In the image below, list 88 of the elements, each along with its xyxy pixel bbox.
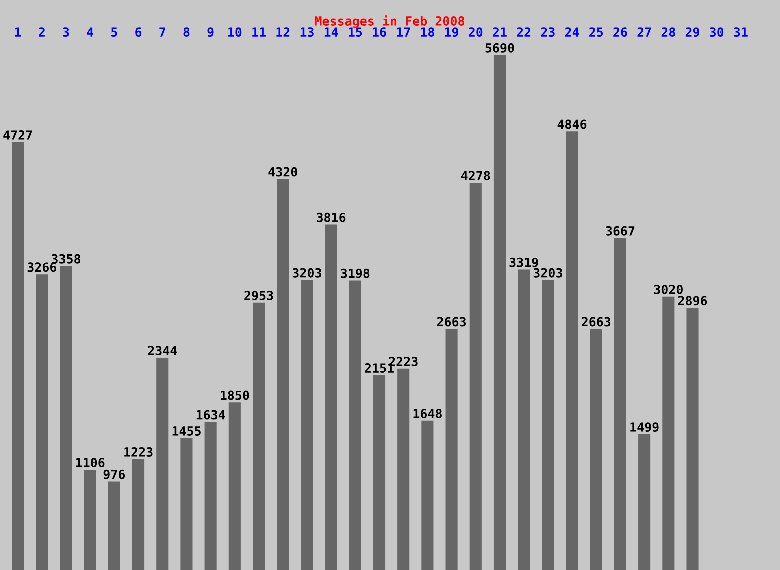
bar xyxy=(373,375,386,570)
x-tick-label: 5 xyxy=(112,28,118,38)
data-label: 1499 xyxy=(630,422,659,432)
data-label: 4320 xyxy=(268,167,298,177)
bar xyxy=(228,402,241,570)
bar xyxy=(60,266,72,570)
data-label: 3358 xyxy=(52,254,81,264)
data-label: 2663 xyxy=(437,317,466,327)
x-tick-label: 11 xyxy=(252,28,266,37)
data-label: 3816 xyxy=(317,212,346,222)
bar xyxy=(108,482,120,570)
bar xyxy=(686,308,699,570)
bar xyxy=(252,302,266,570)
x-tick-label: 28 xyxy=(662,28,676,38)
x-tick-label: 30 xyxy=(710,28,724,38)
bar xyxy=(446,329,458,570)
x-tick-label: 2 xyxy=(39,28,45,37)
bar xyxy=(301,280,314,570)
data-label: 4727 xyxy=(4,130,32,140)
x-tick-label: 12 xyxy=(276,28,290,37)
data-label: 1648 xyxy=(414,409,442,419)
data-label: 1106 xyxy=(76,458,105,468)
x-tick-label: 24 xyxy=(565,28,580,37)
x-tick-label: 13 xyxy=(300,28,314,38)
x-tick-label: 20 xyxy=(469,28,483,38)
data-label: 1223 xyxy=(124,447,153,457)
data-label: 1634 xyxy=(196,410,226,420)
x-tick-label: 17 xyxy=(397,28,410,37)
bar xyxy=(422,420,434,570)
x-tick-label: 26 xyxy=(614,28,628,38)
chart-title: Messages in Feb 2008 xyxy=(315,16,464,28)
data-label: 3203 xyxy=(292,268,322,278)
data-label: 3319 xyxy=(510,258,538,268)
data-label: 976 xyxy=(104,470,126,480)
bar xyxy=(614,238,626,570)
data-label: 4278 xyxy=(461,171,490,181)
data-label: 1850 xyxy=(221,390,250,400)
bar xyxy=(542,280,554,570)
x-tick-label: 22 xyxy=(517,28,531,37)
x-tick-label: 6 xyxy=(136,28,142,38)
x-tick-label: 29 xyxy=(686,28,700,38)
bar xyxy=(566,132,578,570)
data-label: 2344 xyxy=(148,346,178,356)
bar xyxy=(518,270,530,570)
data-label: 4846 xyxy=(558,120,587,130)
x-tick-label: 21 xyxy=(493,28,507,37)
x-tick-label: 18 xyxy=(421,28,434,38)
x-tick-label: 23 xyxy=(541,28,555,38)
bar xyxy=(325,224,338,570)
bar xyxy=(132,459,145,570)
x-tick-label: 25 xyxy=(590,28,604,38)
bar xyxy=(470,183,482,570)
x-tick-label: 31 xyxy=(734,28,748,38)
x-tick-label: 14 xyxy=(324,28,338,37)
x-tick-label: 10 xyxy=(228,28,242,38)
x-tick-label: 9 xyxy=(208,28,214,38)
x-tick-label: 27 xyxy=(638,28,652,37)
bar xyxy=(204,422,217,570)
bar xyxy=(590,329,602,570)
x-tick-label: 7 xyxy=(160,28,166,37)
data-label: 3266 xyxy=(28,262,57,272)
bar xyxy=(180,438,193,570)
x-tick-label: 1 xyxy=(15,28,22,37)
bar xyxy=(156,358,169,570)
data-label: 3667 xyxy=(606,226,635,236)
data-label: 3020 xyxy=(654,284,683,294)
data-label: 2663 xyxy=(582,317,611,327)
bar xyxy=(638,434,651,570)
bar xyxy=(349,280,362,570)
bar xyxy=(12,142,24,570)
data-label: 1455 xyxy=(172,426,201,436)
bar xyxy=(84,470,96,570)
data-label: 3198 xyxy=(341,268,370,278)
data-label: 5690 xyxy=(486,43,514,53)
data-label: 2896 xyxy=(678,296,708,306)
x-tick-label: 3 xyxy=(63,28,70,38)
bar xyxy=(277,179,290,570)
bar xyxy=(36,274,48,570)
x-tick-label: 8 xyxy=(184,28,190,38)
bar xyxy=(398,368,410,570)
x-tick-label: 15 xyxy=(349,28,362,38)
data-label: 3203 xyxy=(534,268,562,278)
x-tick-label: 4 xyxy=(87,28,94,37)
bar xyxy=(494,55,506,570)
bar xyxy=(662,296,675,570)
data-label: 2953 xyxy=(244,291,274,301)
x-tick-label: 16 xyxy=(373,28,386,38)
x-tick-label: 19 xyxy=(445,28,459,38)
